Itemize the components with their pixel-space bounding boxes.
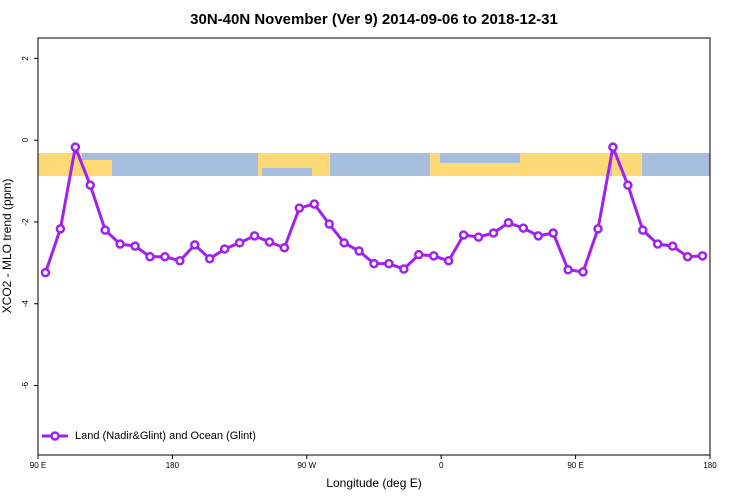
data-point [428,251,439,261]
data-point [145,251,155,262]
data-point [667,241,678,251]
data-point [593,224,603,234]
x-tick-label: 180 [703,461,717,470]
data-point [414,249,424,260]
data-point [249,231,260,241]
data-point [339,238,349,248]
x-tick-label: 0 [439,461,444,470]
x-tick-label: 180 [166,461,180,470]
legend-marker [50,431,60,441]
y-tick-label: -2 [21,218,30,226]
x-tick-label: 90 E [567,461,583,470]
legend-label: Land (Nadir&Glint) and Ocean (Glint) [75,430,256,442]
y-tick-label: -6 [21,381,30,389]
data-point [578,267,588,277]
data-point [697,251,708,261]
data-point [443,256,454,266]
data-point [503,218,514,228]
data-point [473,232,484,242]
chart-title: 30N-40N November (Ver 9) 2014-09-06 to 2… [190,11,558,28]
data-point [384,258,394,269]
data-point [100,225,110,235]
data-point [638,225,648,235]
data-point [234,238,245,248]
data-point [160,251,170,262]
data-point [369,258,379,269]
data-point [399,264,409,274]
data-point [115,239,125,249]
data-point [563,265,573,275]
data-point [175,256,185,266]
y-tick-label: -4 [21,300,30,308]
data-point [488,228,499,238]
map-strip [38,153,710,176]
data-point [309,199,320,209]
data-point [130,241,140,251]
data-point [682,251,693,262]
data-point [652,239,663,249]
data-point [264,237,275,247]
data-point [354,246,364,256]
data-point [608,142,618,152]
y-axis-label: XCO2 - MLO trend (ppm) [0,179,14,314]
data-point [219,244,230,254]
data-point [623,180,633,190]
x-tick-label: 90 E [30,461,46,470]
data-point [190,240,200,250]
x-axis-label: Longitude (deg E) [326,476,421,490]
data-point [70,142,81,152]
data-point [324,219,334,229]
x-tick-label: 90 W [297,461,316,470]
data-point [55,224,66,234]
data-point [40,267,51,278]
data-point [279,242,290,253]
data-point [548,228,558,238]
data-point [533,231,544,241]
data-point [458,230,469,240]
y-tick-label: 0 [21,137,30,142]
y-tick-label: 2 [21,56,30,61]
data-point [518,223,529,233]
data-point [204,254,215,264]
plot-frame [37,37,711,456]
data-point [294,203,305,213]
data-point [85,180,96,190]
